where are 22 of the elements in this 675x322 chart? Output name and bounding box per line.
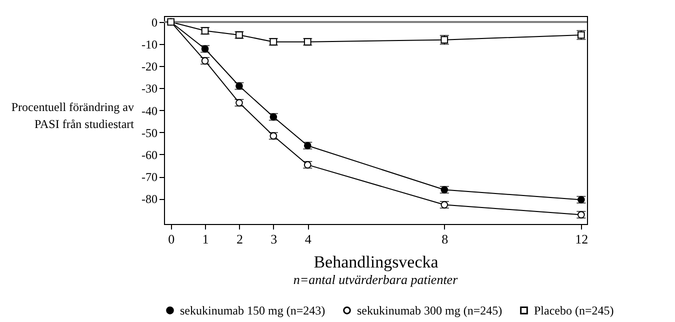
y-axis-title: Procentuell förändring av PASI från studiestart — [10, 99, 134, 133]
x-tick-label: 4 — [304, 232, 312, 246]
legend-label: sekukinumab 150 mg (n=243) — [180, 303, 326, 318]
x-tick-label: 8 — [442, 232, 448, 246]
x-axis-title: Behandlingsvecka — [314, 252, 439, 272]
text: n=antal utvärderbara patienter — [292, 272, 459, 288]
y-tick-label: -40 — [142, 104, 158, 118]
x-tick-label: 3 — [270, 232, 278, 246]
y-tick-label: -30 — [142, 82, 158, 96]
legend-label: Placebo (n=245) — [534, 303, 614, 318]
y-tick-label: 0 — [152, 15, 158, 30]
y-tick-label: -80 — [142, 192, 158, 206]
x-tick-label: 0 — [168, 232, 175, 246]
x-tick-label: 12 — [575, 232, 588, 246]
legend-label: sekukinumab 300 mg (n=245) — [357, 303, 502, 318]
y-tick-label: -20 — [142, 60, 158, 74]
x-tick-label: 1 — [202, 232, 209, 246]
x-tick-label: 2 — [236, 232, 243, 246]
y-tick-label: -70 — [142, 170, 158, 184]
y-tick-label: -50 — [142, 126, 158, 140]
y-tick-label: -10 — [142, 38, 158, 52]
y-tick-label: -60 — [142, 148, 158, 162]
